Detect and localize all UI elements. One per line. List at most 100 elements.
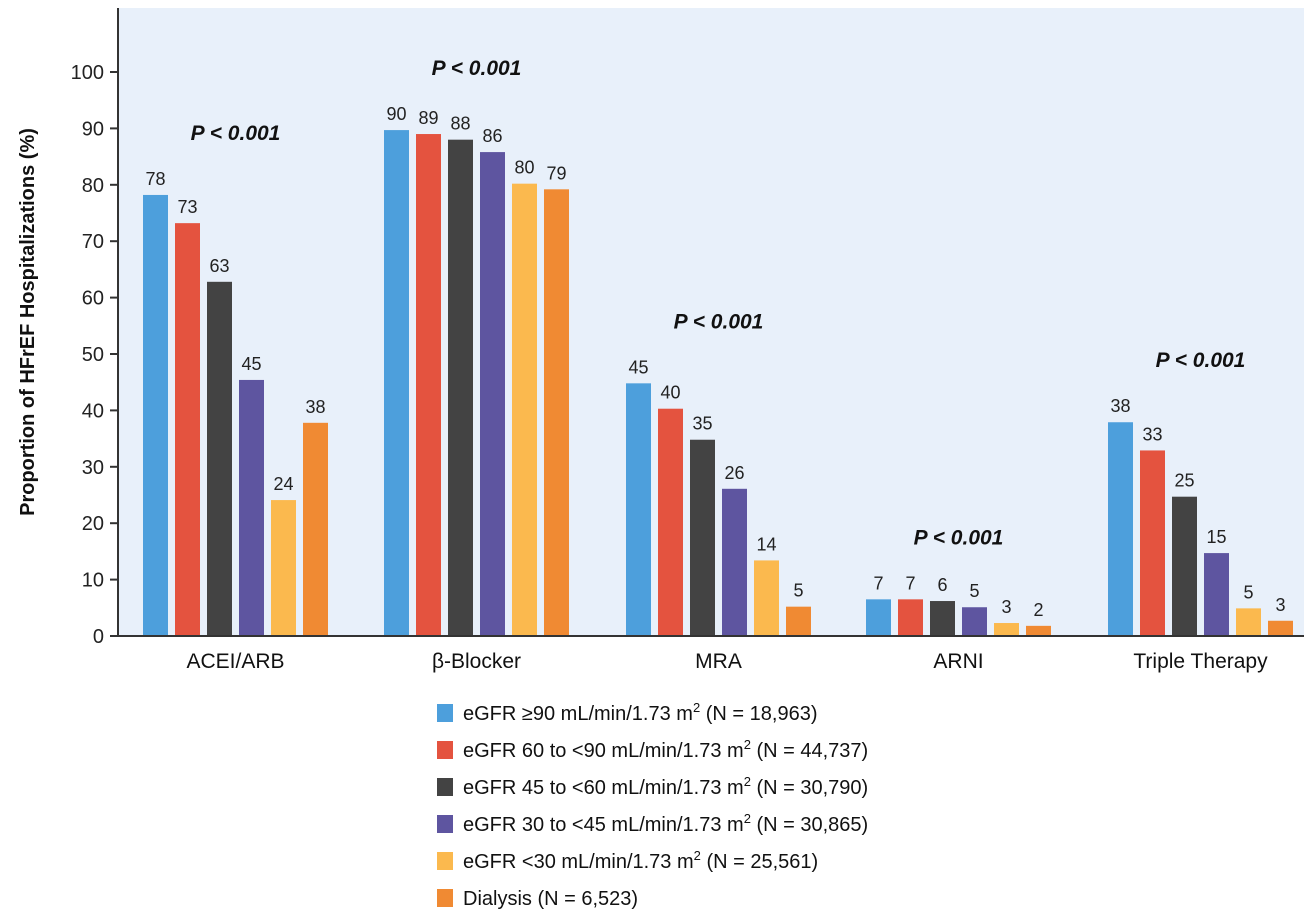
bar-value-label: 45 bbox=[241, 354, 261, 374]
legend-entry-name: Dialysis (N = 6,523) bbox=[463, 888, 638, 910]
bar-value-label: 90 bbox=[386, 104, 406, 124]
legend-entry-label: eGFR 45 to <60 mL/min/1.73 m2 (N = 30,79… bbox=[463, 774, 868, 799]
legend-entry-label: Dialysis (N = 6,523) bbox=[463, 888, 638, 910]
x-category-label: MRA bbox=[695, 650, 742, 673]
legend-entry-name: eGFR ≥90 mL/min/1.73 m bbox=[463, 703, 693, 725]
bar-value-label: 26 bbox=[724, 463, 744, 483]
bar bbox=[994, 623, 1019, 636]
legend-entry-superscript: 2 bbox=[694, 848, 701, 863]
bar bbox=[480, 152, 505, 636]
bar bbox=[143, 194, 168, 636]
bar-value-label: 2 bbox=[1033, 600, 1043, 620]
y-tick-label: 80 bbox=[82, 175, 104, 197]
bar bbox=[1268, 620, 1293, 636]
x-category-label: ACEI/ARB bbox=[186, 650, 284, 673]
bar bbox=[1108, 422, 1133, 636]
bar-value-label: 33 bbox=[1142, 424, 1162, 444]
x-category-label: Triple Therapy bbox=[1133, 650, 1268, 673]
legend-entry-name: eGFR 30 to <45 mL/min/1.73 m bbox=[463, 814, 744, 836]
bar bbox=[544, 189, 569, 636]
bar-value-label: 5 bbox=[793, 581, 803, 601]
bar bbox=[207, 281, 232, 636]
p-value-label: P < 0.001 bbox=[191, 122, 281, 145]
bar-value-label: 6 bbox=[937, 575, 947, 595]
y-tick-label: 30 bbox=[82, 457, 104, 479]
p-value-label: P < 0.001 bbox=[914, 526, 1004, 549]
bar-value-label: 35 bbox=[692, 414, 712, 434]
bar-value-label: 88 bbox=[450, 114, 470, 134]
bar bbox=[722, 488, 747, 636]
y-tick-label: 20 bbox=[82, 513, 104, 535]
bar bbox=[754, 560, 779, 636]
y-tick-label: 0 bbox=[93, 626, 104, 648]
legend-swatch bbox=[437, 704, 453, 722]
legend-entry-count: (N = 25,561) bbox=[701, 851, 818, 873]
bar bbox=[1236, 608, 1261, 636]
bar bbox=[898, 599, 923, 636]
bar-value-label: 3 bbox=[1275, 595, 1285, 615]
legend-entry-count: (N = 18,963) bbox=[700, 703, 817, 725]
legend-swatch bbox=[437, 852, 453, 870]
x-axis: ACEI/ARB β-Blocker MRA ARNI Triple Therapy bbox=[118, 635, 1304, 673]
bar-value-label: 86 bbox=[482, 126, 502, 146]
bar-value-label: 45 bbox=[628, 357, 648, 377]
y-tick-label: 100 bbox=[71, 62, 104, 84]
legend: eGFR ≥90 mL/min/1.73 m2 (N = 18,963)eGFR… bbox=[437, 700, 868, 910]
legend-swatch bbox=[437, 741, 453, 759]
legend-entry-label: eGFR 30 to <45 mL/min/1.73 m2 (N = 30,86… bbox=[463, 811, 868, 836]
bar-value-label: 80 bbox=[514, 158, 534, 178]
bar-value-label: 24 bbox=[273, 474, 293, 494]
legend-swatch bbox=[437, 889, 453, 907]
legend-entry-superscript: 2 bbox=[744, 811, 751, 826]
bars-group bbox=[143, 130, 1293, 637]
legend-entry-label: eGFR 60 to <90 mL/min/1.73 m2 (N = 44,73… bbox=[463, 737, 868, 762]
bar bbox=[416, 134, 441, 637]
bar bbox=[384, 130, 409, 637]
bar bbox=[658, 408, 683, 636]
bar bbox=[512, 183, 537, 636]
bar bbox=[626, 383, 651, 636]
bar-value-label: 79 bbox=[546, 163, 566, 183]
bar-value-label: 15 bbox=[1206, 527, 1226, 547]
bar bbox=[239, 379, 264, 636]
bar bbox=[962, 607, 987, 636]
bar bbox=[175, 223, 200, 637]
legend-swatch bbox=[437, 778, 453, 796]
y-axis: 0 10 20 30 40 50 60 70 80 90 100 bbox=[71, 8, 119, 648]
legend-entry-name: eGFR 45 to <60 mL/min/1.73 m bbox=[463, 777, 744, 799]
y-axis-title: Proportion of HFrEF Hospitalizations (%) bbox=[17, 128, 39, 516]
bar-value-label: 5 bbox=[969, 581, 979, 601]
bar-value-label: 38 bbox=[1110, 396, 1130, 416]
legend-entry-count: (N = 30,790) bbox=[751, 777, 868, 799]
y-tick-label: 40 bbox=[82, 400, 104, 422]
bar-value-label: 73 bbox=[177, 197, 197, 217]
bar-value-label: 78 bbox=[145, 169, 165, 189]
legend-entry-count: (N = 30,865) bbox=[751, 814, 868, 836]
bar bbox=[303, 422, 328, 636]
p-value-label: P < 0.001 bbox=[1156, 349, 1246, 372]
y-tick-label: 10 bbox=[82, 570, 104, 592]
bar bbox=[930, 601, 955, 636]
x-category-label: β-Blocker bbox=[432, 650, 521, 673]
legend-swatch bbox=[437, 815, 453, 833]
bar-value-label: 89 bbox=[418, 108, 438, 128]
legend-entry-superscript: 2 bbox=[693, 700, 700, 715]
bar-value-label: 7 bbox=[905, 573, 915, 593]
legend-entry-name: eGFR 60 to <90 mL/min/1.73 m bbox=[463, 740, 744, 762]
p-value-label: P < 0.001 bbox=[674, 310, 764, 333]
bar-value-label: 38 bbox=[305, 397, 325, 417]
bar bbox=[1140, 450, 1165, 636]
y-tick-label: 90 bbox=[82, 118, 104, 140]
y-tick-label: 50 bbox=[82, 344, 104, 366]
legend-entry-label: eGFR ≥90 mL/min/1.73 m2 (N = 18,963) bbox=[463, 700, 817, 725]
bar-value-label: 5 bbox=[1243, 582, 1253, 602]
bar-value-label: 3 bbox=[1001, 597, 1011, 617]
bar-value-label: 7 bbox=[873, 573, 883, 593]
bar bbox=[1172, 496, 1197, 636]
x-category-label: ARNI bbox=[933, 650, 983, 673]
bar bbox=[1204, 553, 1229, 636]
legend-entry-superscript: 2 bbox=[744, 774, 751, 789]
